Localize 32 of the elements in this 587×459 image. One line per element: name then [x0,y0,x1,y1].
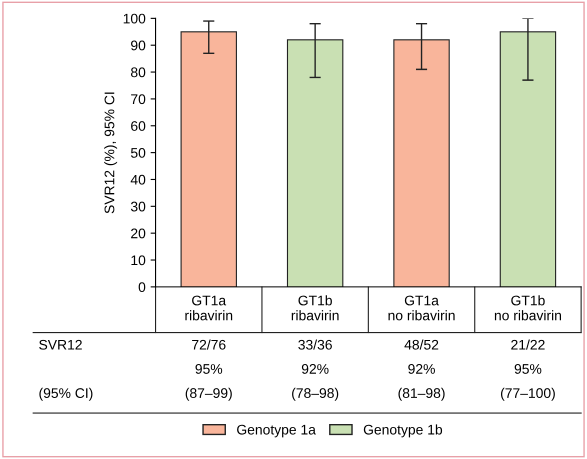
y-tick-label: 0 [138,282,146,292]
text: (87–99) [186,388,232,401]
y-tick-label: 80 [130,67,146,78]
y-axis-title: SVR12 (%), 95% CI [104,92,118,214]
text: SVR12 [39,340,82,350]
text: 95% [196,364,222,374]
y-tick-label: 90 [131,40,146,50]
x-tick-label: GT1b no ribavirin [494,295,561,320]
text: 48/52 [404,339,438,350]
y-tick-label: 50 [130,148,146,158]
x-tick-label: GT1b ribavirin [292,295,339,320]
text: (78–98) [292,388,338,401]
y-tick-label: 100 [124,14,146,24]
legend-label: Genotype 1b [364,424,442,438]
text: (95% CI) [39,388,92,401]
text: 92% [302,364,329,374]
x-tick-label: GT1a ribavirin [185,296,232,320]
text: (81–98) [398,388,445,401]
y-tick-label: 70 [131,94,146,104]
y-tick-label: 40 [130,174,146,185]
text: 95% [514,364,542,374]
text: 92% [408,364,435,374]
text: 72/76 [192,339,226,350]
y-tick-label: 20 [131,228,146,238]
text: 21/22 [511,339,545,350]
y-tick-label: 10 [131,255,146,266]
legend-label: Genotype 1a [237,424,316,438]
y-tick-label: 60 [131,121,146,131]
text: 33/36 [298,339,332,350]
text: (77–100) [501,388,555,401]
y-tick-label: 30 [130,202,146,212]
x-tick-label: GT1a no ribavirin [388,296,455,320]
